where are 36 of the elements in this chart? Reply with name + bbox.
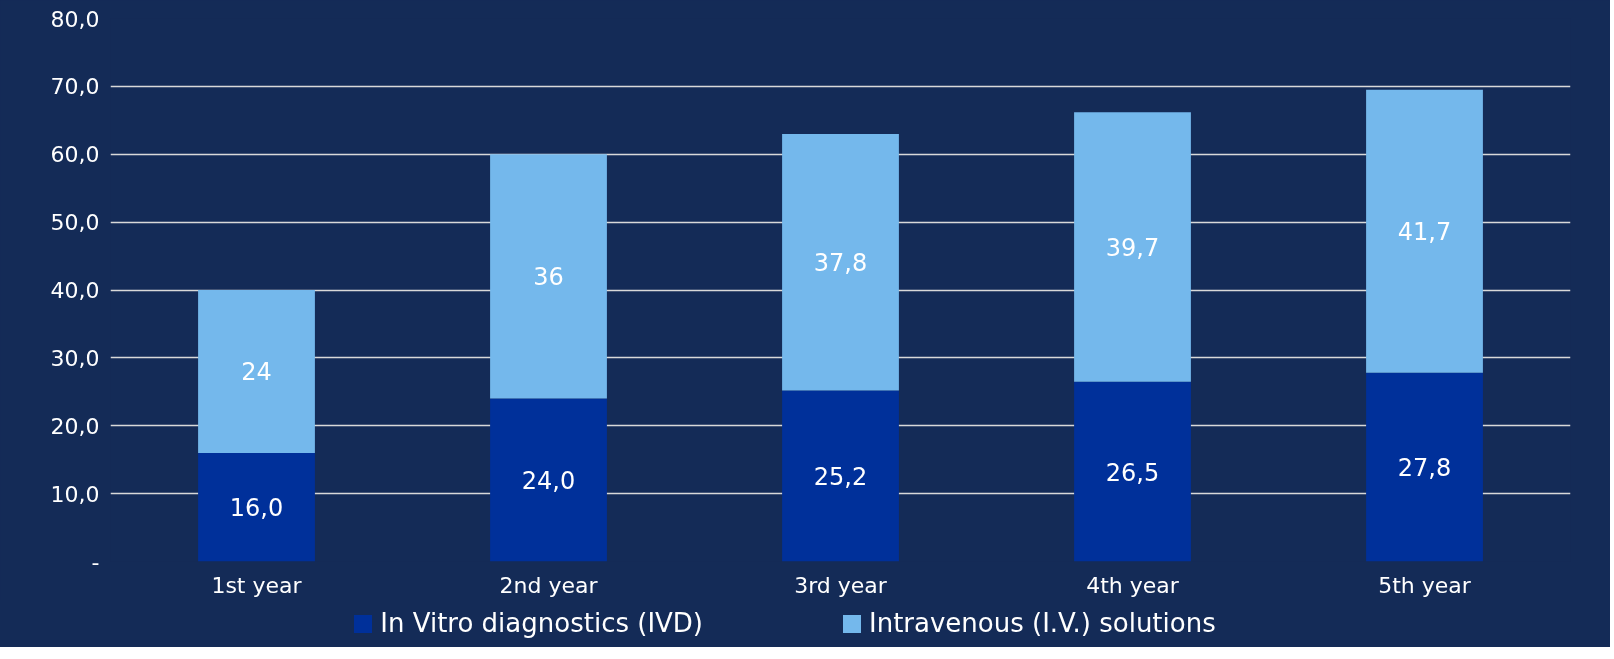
data-label: 26,5	[1105, 458, 1160, 487]
x-tick-label: 5th year	[1378, 572, 1472, 598]
bar	[1366, 372, 1483, 562]
bar	[198, 290, 315, 453]
x-tick-label: 2nd year	[499, 572, 599, 598]
y-tick-label: 60,0	[50, 142, 100, 168]
legend-label: In Vitro diagnostics (IVD)	[379, 608, 703, 638]
bar	[490, 154, 607, 399]
y-tick-label: 50,0	[50, 210, 100, 236]
bar	[782, 390, 899, 562]
data-label: 41,7	[1397, 218, 1452, 247]
y-tick-label: 20,0	[50, 413, 100, 439]
data-label: 27,8	[1397, 454, 1452, 483]
bar	[198, 452, 315, 562]
y-tick-label: 80,0	[50, 6, 100, 32]
bar	[1074, 381, 1191, 562]
legend-label: Intravenous (I.V.) solutions	[868, 608, 1216, 638]
bar	[1074, 112, 1191, 382]
data-label: 36	[533, 263, 564, 292]
data-label: 16,0	[229, 494, 284, 523]
data-label: 24,0	[521, 467, 576, 496]
y-tick-label: 10,0	[50, 481, 100, 507]
x-tick-label: 1st year	[211, 572, 303, 598]
data-label: 24	[241, 358, 272, 387]
data-label: 39,7	[1105, 233, 1160, 262]
bar	[1366, 89, 1483, 373]
bar	[490, 398, 607, 562]
bar	[782, 133, 899, 391]
data-label: 25,2	[813, 462, 868, 491]
y-tick-label: 30,0	[50, 345, 100, 371]
x-tick-label: 4th year	[1086, 572, 1180, 598]
data-label: 37,8	[813, 249, 868, 278]
y-tick-label: 70,0	[50, 74, 100, 100]
y-tick-label: -	[91, 549, 100, 575]
y-tick-label: 40,0	[50, 278, 100, 303]
x-tick-label: 3rd year	[794, 572, 888, 598]
